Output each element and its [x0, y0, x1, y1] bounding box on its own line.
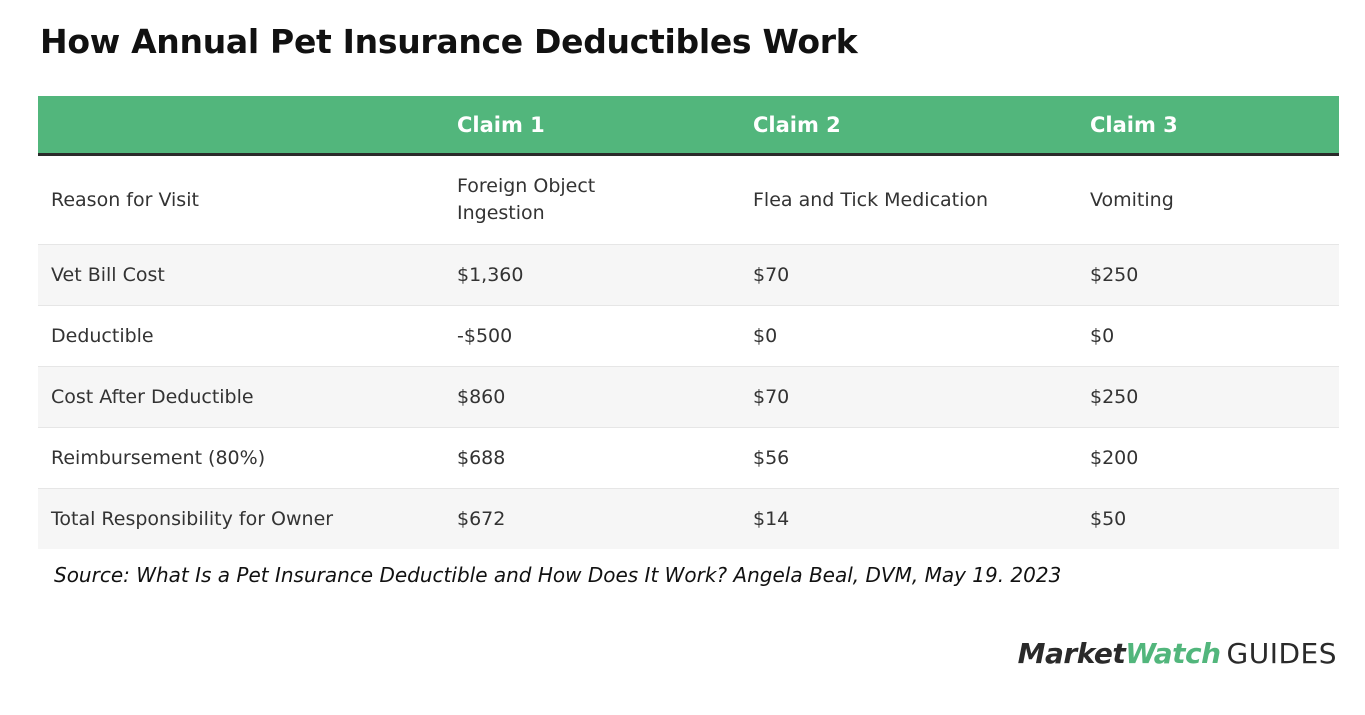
- logo-watch: Watch: [1125, 637, 1221, 670]
- table-row: Total Responsibility for Owner $672 $14 …: [38, 488, 1339, 549]
- cell-total-claim-1: $672: [457, 488, 753, 549]
- source-citation: Source: What Is a Pet Insurance Deductib…: [54, 563, 1062, 587]
- header-claim-1: Claim 1: [457, 96, 753, 156]
- deductible-table: Claim 1 Claim 2 Claim 3 Reason for Visit…: [38, 96, 1339, 549]
- table-row: Reimbursement (80%) $688 $56 $200: [38, 427, 1339, 489]
- cell-vet-bill-claim-2: $70: [753, 244, 1090, 306]
- table-row: Vet Bill Cost $1,360 $70 $250: [38, 244, 1339, 306]
- row-label-reimbursement: Reimbursement (80%): [38, 427, 457, 489]
- header-claim-3: Claim 3: [1090, 96, 1339, 156]
- cell-total-claim-3: $50: [1090, 488, 1339, 549]
- row-label-vet-bill: Vet Bill Cost: [38, 244, 457, 306]
- cell-reason-claim-1: Foreign Object Ingestion: [457, 154, 753, 245]
- cell-deductible-claim-1: -$500: [457, 305, 753, 367]
- cell-vet-bill-claim-1: $1,360: [457, 244, 753, 306]
- page-title: How Annual Pet Insurance Deductibles Wor…: [40, 22, 858, 61]
- cell-reason-claim-2: Flea and Tick Medication: [753, 154, 1090, 245]
- cell-cost-after-claim-1: $860: [457, 366, 753, 428]
- cell-cost-after-claim-2: $70: [753, 366, 1090, 428]
- row-label-deductible: Deductible: [38, 305, 457, 367]
- cell-reason-claim-3: Vomiting: [1090, 154, 1339, 245]
- row-label-total-responsibility: Total Responsibility for Owner: [38, 488, 457, 549]
- row-label-reason: Reason for Visit: [38, 154, 457, 245]
- cell-total-claim-2: $14: [753, 488, 1090, 549]
- cell-reimbursement-claim-2: $56: [753, 427, 1090, 489]
- cell-reimbursement-claim-3: $200: [1090, 427, 1339, 489]
- table-row: Cost After Deductible $860 $70 $250: [38, 366, 1339, 428]
- marketwatch-guides-logo: MarketWatch GUIDES: [1018, 636, 1337, 672]
- table-row: Deductible -$500 $0 $0: [38, 305, 1339, 367]
- cell-deductible-claim-2: $0: [753, 305, 1090, 367]
- header-blank: [38, 96, 457, 156]
- table-header-row: Claim 1 Claim 2 Claim 3: [38, 96, 1339, 156]
- cell-cost-after-claim-3: $250: [1090, 366, 1339, 428]
- cell-vet-bill-claim-3: $250: [1090, 244, 1339, 306]
- logo-guides: GUIDES: [1226, 637, 1337, 670]
- table-row: Reason for Visit Foreign Object Ingestio…: [38, 154, 1339, 245]
- cell-deductible-claim-3: $0: [1090, 305, 1339, 367]
- logo-market: Market: [1017, 637, 1126, 670]
- row-label-cost-after: Cost After Deductible: [38, 366, 457, 428]
- cell-reimbursement-claim-1: $688: [457, 427, 753, 489]
- header-claim-2: Claim 2: [753, 96, 1090, 156]
